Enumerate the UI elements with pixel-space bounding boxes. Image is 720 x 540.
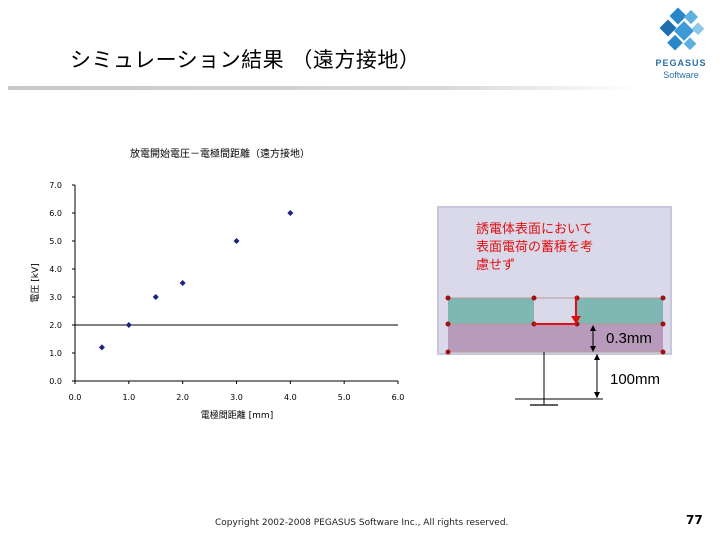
data-point bbox=[98, 344, 105, 351]
right-electrode bbox=[577, 298, 663, 324]
corner-dot bbox=[660, 295, 666, 301]
x-axis-label: 電極間距離 [mm] bbox=[201, 409, 273, 421]
logo-sub-text: Software bbox=[663, 70, 699, 80]
corner-dot bbox=[445, 321, 451, 327]
data-point bbox=[287, 210, 294, 216]
scatter-chart: 放電開始電圧－電極間距離（遠方接地） 0.0 1.0 2.0 3.0 4.0 5.0 6.0 7… bbox=[30, 147, 404, 421]
corner-dot bbox=[660, 321, 666, 327]
distance-label: 100mm bbox=[610, 371, 661, 388]
corner-dot bbox=[445, 295, 451, 301]
x-tick-label: 3.0 bbox=[230, 393, 243, 402]
surface-arrow-head bbox=[571, 316, 581, 324]
distance-arrow-up bbox=[594, 354, 600, 360]
y-axis-label: 電圧 [kV] bbox=[30, 263, 41, 302]
corner-dot bbox=[445, 349, 451, 355]
y-tick-label: 5.0 bbox=[49, 237, 62, 246]
chart-title: 放電開始電圧－電極間距離（遠方接地） bbox=[130, 147, 310, 160]
data-point bbox=[152, 294, 159, 300]
thickness-label: 0.3mm bbox=[606, 330, 652, 347]
thickness-arrow-down bbox=[590, 346, 596, 352]
y-tick-label: 0.0 bbox=[49, 377, 62, 386]
y-tick-label: 6.0 bbox=[49, 209, 62, 218]
electrode-diagram bbox=[445, 295, 666, 406]
y-tick-label: 7.0 bbox=[49, 181, 62, 190]
y-tick-label: 3.0 bbox=[49, 293, 62, 302]
y-tick-label: 4.0 bbox=[49, 265, 62, 274]
y-tick-label: 2.0 bbox=[49, 321, 62, 330]
corner-dot bbox=[531, 295, 537, 301]
copyright-footer: Copyright 2002-2008 PEGASUS Software Inc… bbox=[215, 518, 509, 528]
x-tick-label: 5.0 bbox=[338, 393, 351, 402]
data-point bbox=[233, 238, 240, 244]
distance-arrow-down bbox=[594, 392, 600, 398]
x-tick-label: 2.0 bbox=[176, 393, 189, 402]
annotation-text: 誘電体表面において 表面電荷の蓄積を考 慮せず bbox=[476, 222, 594, 273]
data-point bbox=[125, 322, 132, 328]
x-tick-label: 6.0 bbox=[392, 393, 405, 402]
pegasus-logo: PEGASUS Software bbox=[650, 6, 712, 90]
dielectric-layer bbox=[448, 324, 663, 352]
x-tick-label: 0.0 bbox=[69, 393, 82, 402]
pegasus-logo-mark bbox=[659, 7, 705, 51]
corner-dot bbox=[660, 349, 666, 355]
y-tick-label: 1.0 bbox=[49, 349, 62, 358]
page-number: 77 bbox=[686, 513, 703, 527]
logo-brand-text: PEGASUS bbox=[655, 58, 707, 68]
data-point bbox=[179, 280, 186, 286]
x-tick-label: 4.0 bbox=[284, 393, 297, 402]
x-tick-label: 1.0 bbox=[122, 393, 135, 402]
title-divider bbox=[8, 86, 638, 90]
left-electrode bbox=[448, 298, 534, 324]
thickness-arrow-up bbox=[590, 325, 596, 331]
slide-title: シミュレーション結果 （遠方接地） bbox=[70, 48, 421, 72]
